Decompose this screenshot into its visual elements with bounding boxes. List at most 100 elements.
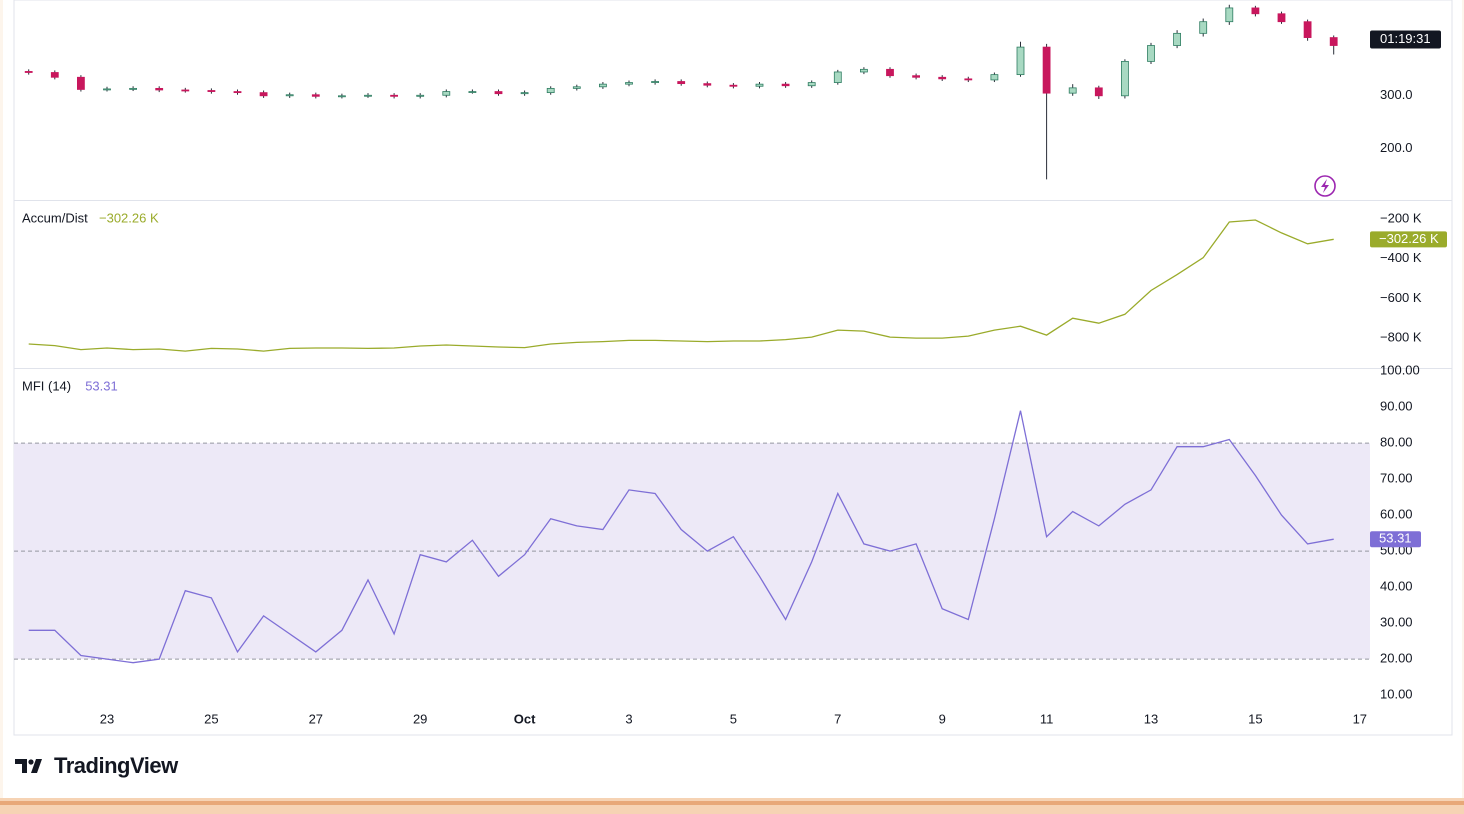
candle-body <box>129 87 138 90</box>
alert-icon <box>1314 175 1336 197</box>
x-tick-label: 7 <box>834 711 841 726</box>
candle-body <box>520 92 529 95</box>
y-tick-label: 70.00 <box>1380 471 1413 486</box>
candle-body <box>1068 87 1077 94</box>
candle-body <box>1199 21 1208 34</box>
countdown: 01:19:31 <box>1380 31 1431 46</box>
candle-body <box>625 82 633 85</box>
candle-body <box>77 76 85 90</box>
candle-body <box>1147 45 1155 62</box>
y-tick-label: 30.00 <box>1380 615 1413 630</box>
x-tick-label: 13 <box>1144 711 1158 726</box>
x-tick-label: Oct <box>514 711 536 726</box>
candle-body <box>938 76 947 80</box>
legend-value: −302.26 K <box>99 210 159 225</box>
x-tick-label: 29 <box>413 711 427 726</box>
candle-body <box>1016 46 1025 76</box>
candle-body <box>103 88 111 91</box>
candle-body <box>364 94 372 97</box>
countdown-box <box>1370 30 1441 49</box>
candle-body <box>1277 13 1286 23</box>
candle-body <box>259 92 268 97</box>
candle-body <box>1251 7 1260 15</box>
candle-body <box>24 71 33 73</box>
axis-value-box <box>1370 531 1421 548</box>
y-tick-label: 90.00 <box>1380 399 1413 414</box>
x-tick-label: 23 <box>100 711 114 726</box>
candle-body <box>755 83 764 87</box>
candle-body <box>181 89 190 92</box>
x-tick-label: 25 <box>204 711 218 726</box>
brand-name: TradingView <box>54 753 179 778</box>
candle-body <box>416 94 425 97</box>
y-tick-label: −200 K <box>1380 210 1422 225</box>
candle-body <box>651 81 659 83</box>
candle-body <box>599 83 607 88</box>
y-tick-label: 10.00 <box>1380 686 1413 701</box>
candle-body <box>1173 32 1181 46</box>
legend-name: MFI (14) <box>22 378 71 393</box>
candle-body <box>442 91 451 96</box>
y-tick-label: 100.00 <box>1380 363 1420 378</box>
candle-body <box>1303 21 1312 38</box>
plot-frame <box>13 0 1453 736</box>
candle-body <box>1329 37 1338 46</box>
candle-body <box>311 94 320 97</box>
x-tick-label: 17 <box>1353 711 1367 726</box>
footer-line <box>0 801 1464 805</box>
x-tick-label: 5 <box>730 711 737 726</box>
candle-body <box>781 83 790 87</box>
candle-body <box>207 90 216 92</box>
candle-body <box>494 91 503 95</box>
layer: 300.0 200.0 01:19:31 −200 K −400 K −600 K −800… <box>14 4 1447 726</box>
candle-body <box>964 78 973 81</box>
candle-body <box>833 71 842 83</box>
x-tick-label: 27 <box>309 711 323 726</box>
chart-background <box>3 0 1462 798</box>
legend-value: 53.31 <box>85 378 118 393</box>
data-line <box>28 219 1334 352</box>
x-tick-label: 9 <box>939 711 946 726</box>
axis-value-label: 53.31 <box>1379 531 1412 546</box>
candle-body <box>233 91 242 94</box>
candle-body <box>1225 7 1234 23</box>
candle-body <box>546 87 555 94</box>
candle-body <box>468 91 477 93</box>
candle-body <box>703 83 712 86</box>
x-tick-label: 15 <box>1248 711 1262 726</box>
x-tick-label: 11 <box>1040 711 1054 726</box>
candle-body <box>285 94 294 97</box>
y-tick-label: 60.00 <box>1380 507 1413 522</box>
brand-logo <box>15 759 42 773</box>
candle-body <box>886 68 894 77</box>
candle-body <box>155 87 164 91</box>
y-tick-label: −600 K <box>1380 290 1422 305</box>
candle-body <box>50 72 59 78</box>
y-tick-label: 80.00 <box>1380 435 1413 450</box>
axis-value-label: −302.26 K <box>1379 231 1439 246</box>
y-tick-label: −400 K <box>1380 250 1422 265</box>
candle-body <box>677 81 686 85</box>
candle-body <box>860 68 868 73</box>
data-line <box>28 410 1334 664</box>
candle-body <box>1121 60 1129 97</box>
candle-body <box>337 95 346 98</box>
axis-value-box <box>1370 231 1447 248</box>
candle-body <box>990 74 999 81</box>
y-tick-label: −800 K <box>1380 329 1422 344</box>
candle-body <box>1042 46 1051 94</box>
candle-body <box>390 94 399 97</box>
y-tick-label: 20.00 <box>1380 651 1413 666</box>
x-tick-label: 3 <box>625 711 632 726</box>
y-tick-label: 40.00 <box>1380 579 1413 594</box>
candle-body <box>807 82 816 87</box>
candle-body <box>572 86 581 89</box>
footer-band <box>0 798 1464 814</box>
candle-body <box>1094 87 1103 97</box>
y-tick-label: 300.0 <box>1380 87 1413 102</box>
legend-name: Accum/Dist <box>22 210 88 225</box>
candle-body <box>729 84 738 87</box>
candle-body <box>912 75 920 78</box>
y-tick-label: 200.0 <box>1380 140 1413 155</box>
